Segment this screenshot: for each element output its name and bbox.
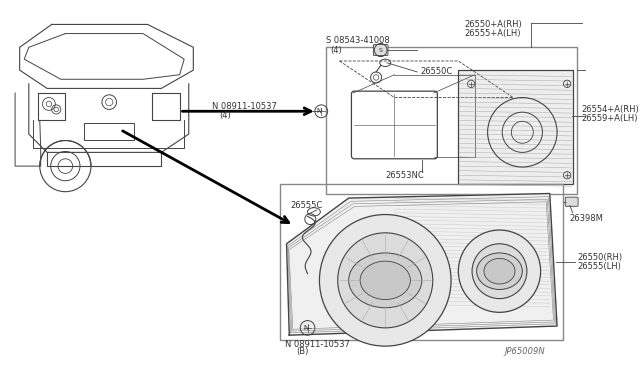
Text: 26550C: 26550C: [420, 67, 452, 77]
Text: 26559+A(LH): 26559+A(LH): [582, 114, 638, 123]
Text: S 08543-41008: S 08543-41008: [326, 36, 390, 45]
Bar: [280, 185, 563, 340]
FancyBboxPatch shape: [565, 197, 578, 206]
Bar: [458, 70, 573, 185]
Text: 26398M: 26398M: [570, 214, 604, 223]
Text: S: S: [379, 48, 383, 52]
Bar: [84, 123, 134, 140]
Text: (4): (4): [330, 45, 342, 55]
Text: 26555(LH): 26555(LH): [577, 262, 621, 271]
Circle shape: [319, 215, 451, 346]
Polygon shape: [287, 193, 557, 335]
Text: N 08911-10537: N 08911-10537: [285, 340, 349, 349]
Text: (4): (4): [219, 111, 230, 120]
Text: 26550(RH): 26550(RH): [577, 253, 622, 262]
Circle shape: [472, 244, 527, 299]
Ellipse shape: [360, 261, 410, 299]
Text: 26553NC: 26553NC: [385, 171, 424, 180]
Text: N: N: [316, 108, 321, 114]
Text: N 08911-10537: N 08911-10537: [212, 102, 276, 111]
Ellipse shape: [484, 259, 515, 284]
Text: (B): (B): [296, 347, 309, 356]
Circle shape: [458, 230, 541, 312]
Text: 26550+A(RH): 26550+A(RH): [465, 20, 522, 29]
Ellipse shape: [477, 253, 522, 289]
Bar: [326, 47, 577, 193]
Text: 26555C: 26555C: [290, 201, 323, 210]
FancyBboxPatch shape: [373, 45, 388, 55]
Text: 26554+A(RH): 26554+A(RH): [582, 105, 639, 114]
Text: N: N: [303, 325, 308, 331]
Ellipse shape: [349, 253, 422, 308]
Circle shape: [338, 233, 433, 328]
Text: JP65009N: JP65009N: [504, 347, 545, 356]
Text: 26555+A(LH): 26555+A(LH): [465, 29, 521, 38]
